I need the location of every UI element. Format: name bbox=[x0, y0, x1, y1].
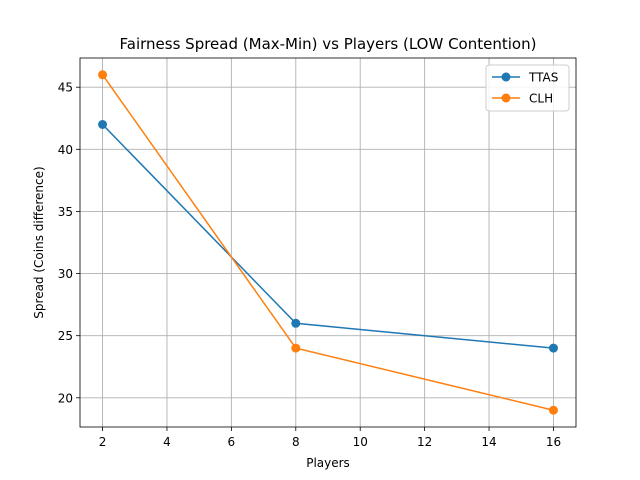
x-tick-label: 16 bbox=[546, 435, 561, 449]
data-point-clh bbox=[548, 405, 558, 415]
data-point-ttas bbox=[98, 119, 108, 129]
y-tick-label: 40 bbox=[58, 143, 73, 157]
data-point-ttas bbox=[548, 343, 558, 353]
legend-label-clh: CLH bbox=[529, 92, 553, 106]
series-clh bbox=[98, 70, 558, 415]
series-line-clh bbox=[101, 74, 554, 411]
series-ttas bbox=[98, 119, 558, 353]
x-tick-label: 8 bbox=[292, 435, 300, 449]
legend-item-ttas: TTAS bbox=[492, 71, 558, 85]
y-tick-label: 30 bbox=[58, 267, 73, 281]
legend: TTAS CLH bbox=[485, 64, 570, 112]
x-tick-label: 4 bbox=[163, 435, 171, 449]
x-tick-label: 12 bbox=[417, 435, 432, 449]
data-point-clh bbox=[98, 70, 108, 80]
legend-marker-ttas bbox=[501, 72, 511, 82]
legend-item-clh: CLH bbox=[492, 92, 553, 106]
x-tick-label: 10 bbox=[353, 435, 368, 449]
legend-marker-clh bbox=[501, 93, 511, 103]
x-tick-label: 2 bbox=[99, 435, 107, 449]
data-point-clh bbox=[291, 343, 301, 353]
x-tick-label: 14 bbox=[481, 435, 496, 449]
x-axis-label: Players bbox=[306, 456, 350, 470]
grid bbox=[80, 58, 576, 427]
y-tick-label: 45 bbox=[58, 81, 73, 95]
y-tick-label: 25 bbox=[58, 329, 73, 343]
y-tick-label: 35 bbox=[58, 205, 73, 219]
legend-label-ttas: TTAS bbox=[528, 71, 558, 85]
y-tick-label: 20 bbox=[58, 391, 73, 405]
series-line-ttas bbox=[102, 123, 554, 349]
x-tick-label: 6 bbox=[228, 435, 236, 449]
series-layer bbox=[98, 70, 558, 415]
axis-ticks: 2 4 6 8 10 12 14 16 20 25 30 35 40 45 bbox=[58, 81, 561, 449]
y-axis-label: Spread (Coins difference) bbox=[32, 166, 46, 318]
chart-title: Fairness Spread (Max-Min) vs Players (LO… bbox=[120, 35, 537, 53]
data-point-ttas bbox=[291, 318, 301, 328]
plot-frame bbox=[79, 57, 577, 428]
